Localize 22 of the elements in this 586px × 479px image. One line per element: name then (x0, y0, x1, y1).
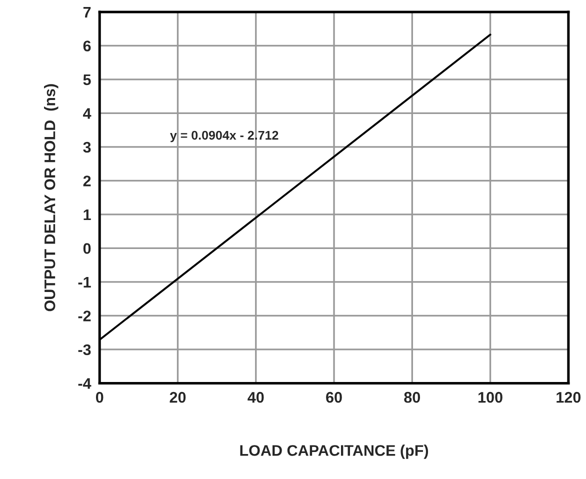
y-axis-title: OUTPUT DELAY OR HOLD (ns) (44, 84, 58, 312)
y-tick-label: 7 (83, 7, 91, 18)
x-tick-label: 100 (478, 392, 502, 403)
y-tick-label: 4 (83, 108, 92, 119)
x-tick-label: 0 (96, 392, 104, 403)
y-tick-label: 6 (83, 40, 91, 52)
y-tick-label: 1 (84, 209, 91, 220)
x-tick-label: 40 (248, 392, 264, 403)
y-tick-label: 3 (83, 142, 91, 153)
y-tick-label: -3 (78, 344, 91, 356)
x-tick-label: 60 (326, 392, 342, 403)
y-tick-label: 0 (83, 243, 91, 254)
x-tick-label: 80 (404, 392, 420, 403)
annotation: y = 0.0904x - 2.712 (170, 130, 278, 142)
y-tick-label: -1 (78, 276, 91, 288)
y-tick-label: -2 (78, 310, 91, 322)
x-tick-label: 20 (170, 392, 186, 403)
y-tick-label: 5 (83, 74, 91, 86)
y-tick-label: 2 (83, 176, 91, 186)
x-tick-label: 120 (556, 392, 581, 403)
y-tick-label: -4 (78, 378, 92, 389)
x-axis-title: LOAD CAPACITANCE (pF) (240, 444, 428, 459)
